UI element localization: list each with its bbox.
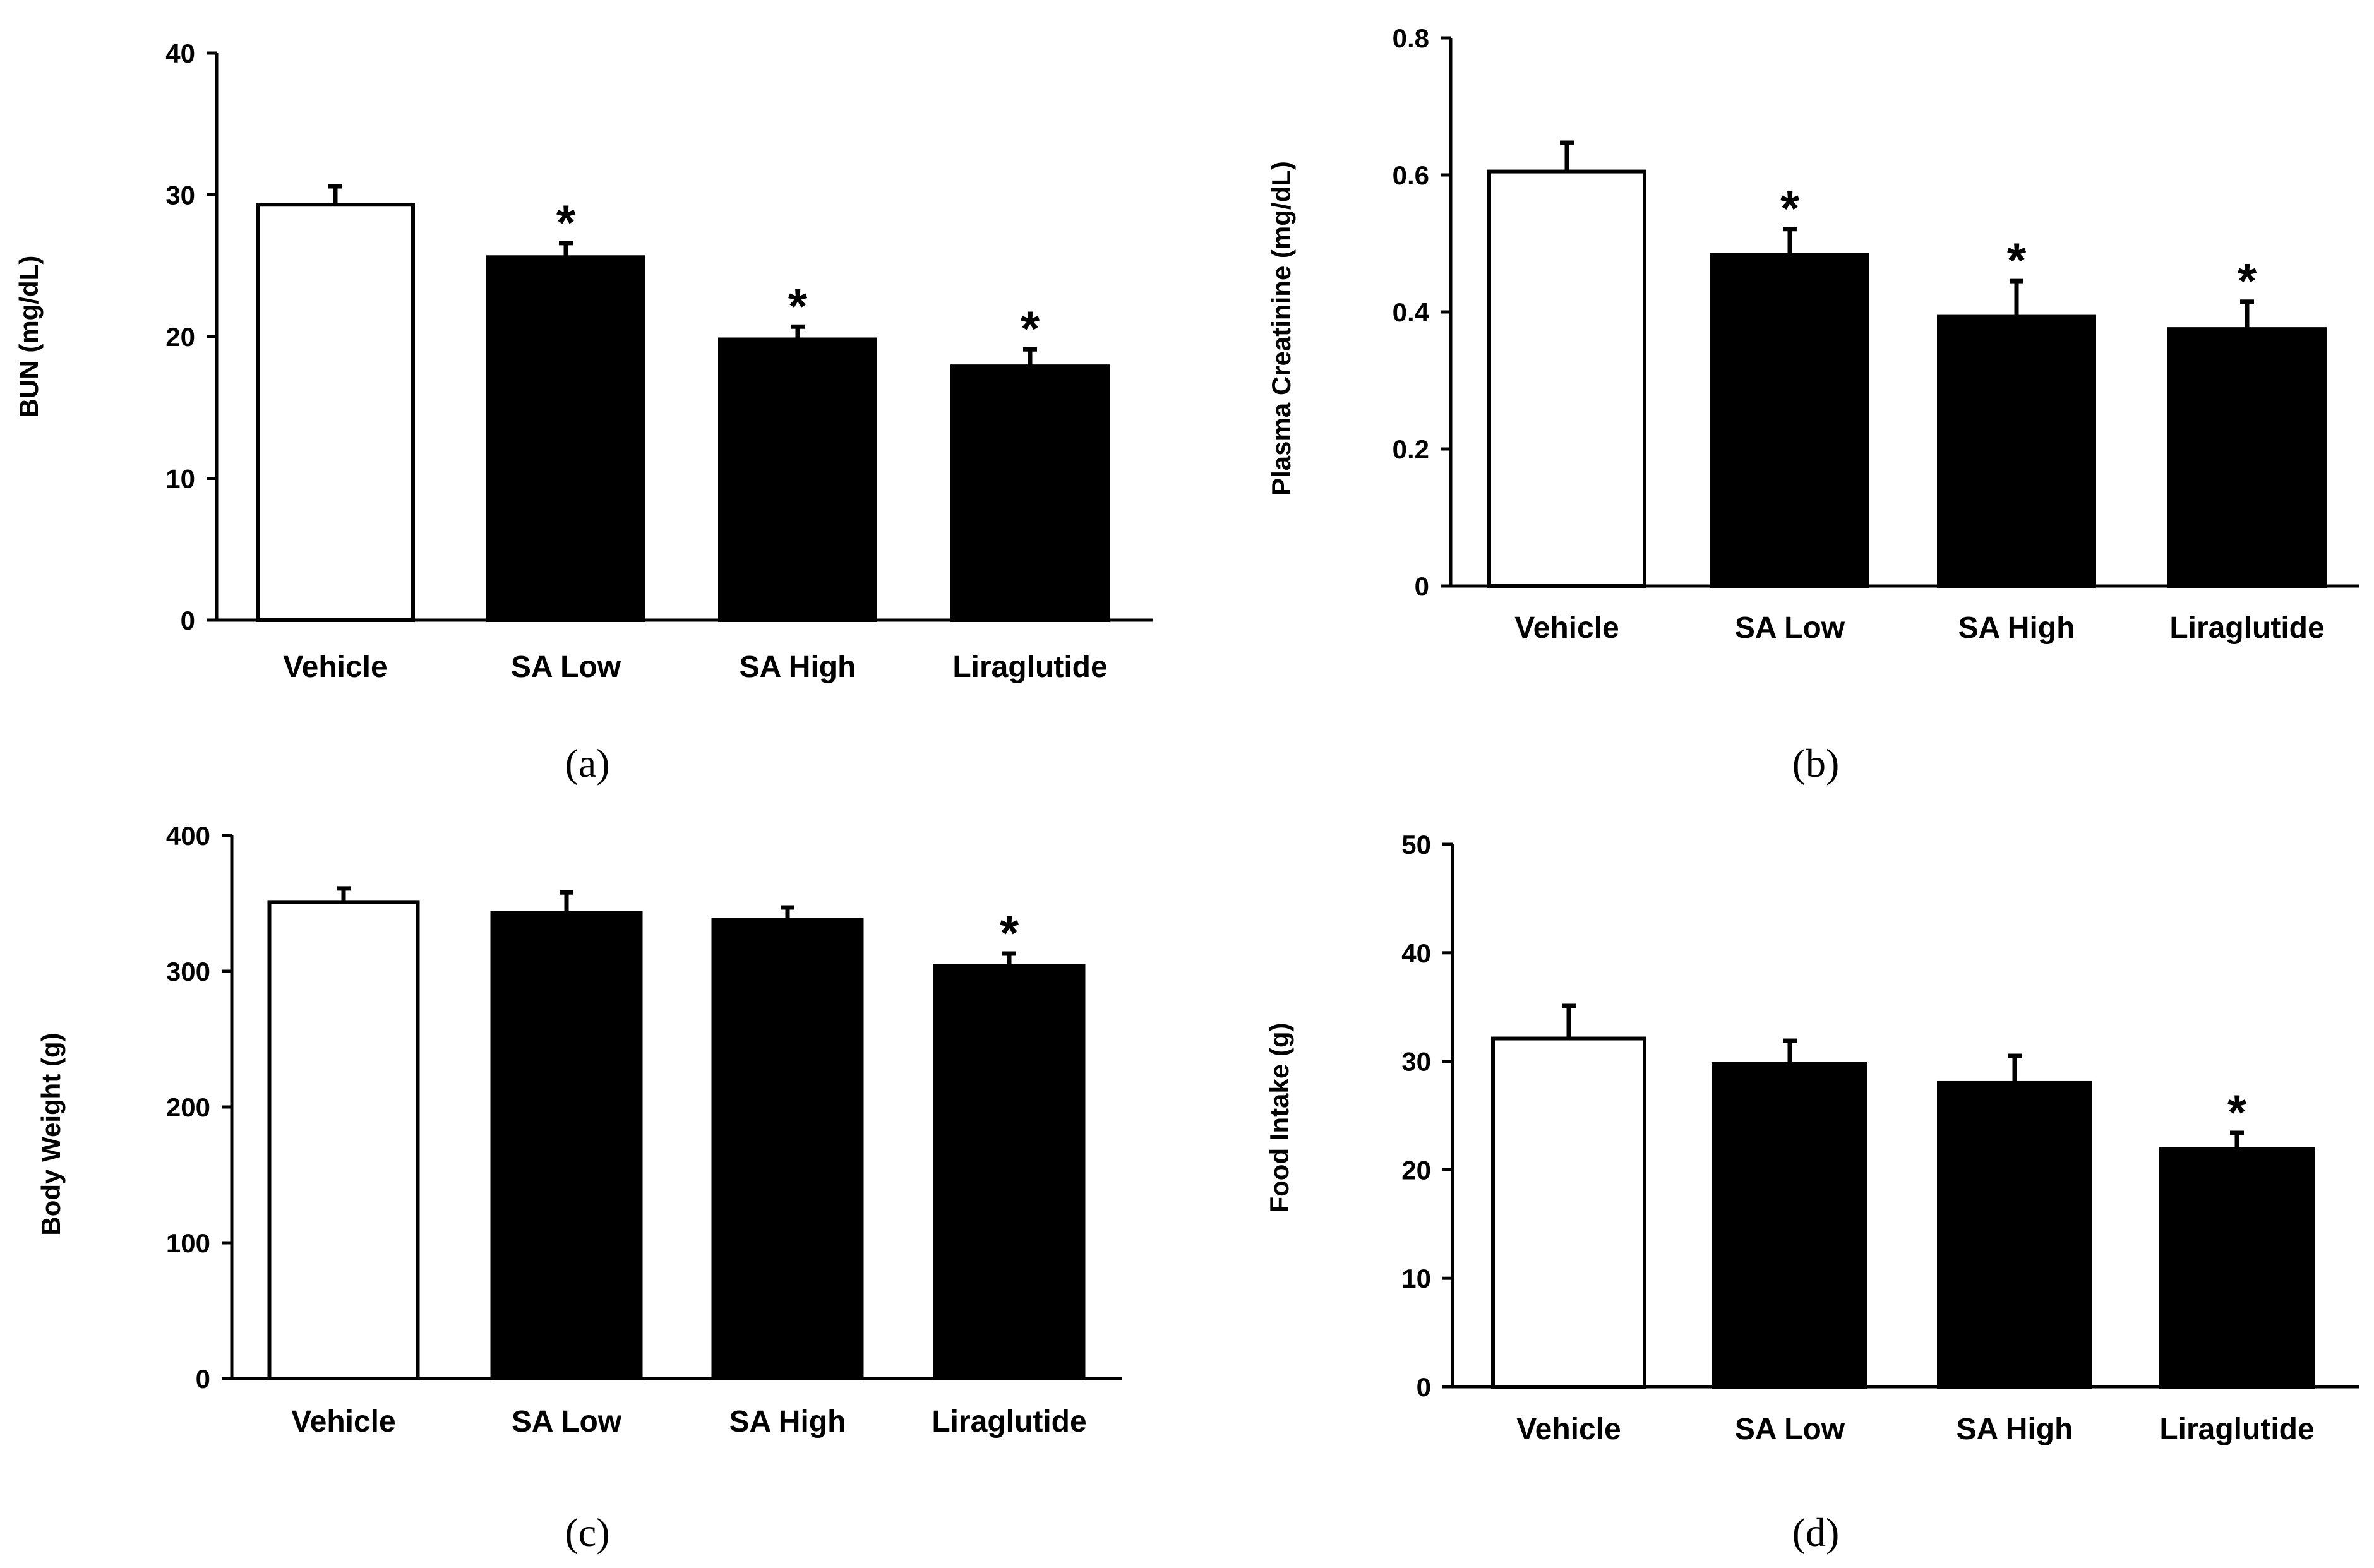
y-tick-label: 0.6 bbox=[1393, 160, 1429, 190]
x-category-label: Liraglutide bbox=[952, 650, 1107, 684]
significance-marker: * bbox=[2238, 253, 2257, 309]
y-tick-label: 10 bbox=[1401, 1264, 1431, 1293]
y-tick-label: 0.4 bbox=[1393, 297, 1430, 327]
bar-sa-low bbox=[490, 911, 643, 1381]
panel-caption: (a) bbox=[565, 741, 609, 786]
x-category-label: Vehicle bbox=[291, 1405, 395, 1439]
significance-marker: * bbox=[788, 278, 808, 333]
bar-vehicle bbox=[1491, 1036, 1646, 1389]
x-category-label: Vehicle bbox=[1514, 611, 1619, 645]
chart-panel-b: * * * 0 0.2 0.4 0.6 0.8 Vehicle SA Low SA High Lira… bbox=[1266, 23, 2359, 786]
y-tick-label: 20 bbox=[165, 322, 195, 352]
bar-sa-low bbox=[1712, 1062, 1867, 1389]
y-tick-label: 0.8 bbox=[1393, 23, 1429, 53]
significance-marker: * bbox=[1000, 905, 1019, 961]
y-tick-label: 400 bbox=[166, 821, 210, 851]
y-tick-label: 30 bbox=[1401, 1047, 1431, 1077]
x-category-label: SA High bbox=[1957, 1413, 2073, 1446]
x-category-label: Liraglutide bbox=[2169, 611, 2324, 645]
y-tick-label: 0 bbox=[1417, 1372, 1431, 1402]
x-category-label: Vehicle bbox=[283, 650, 387, 684]
y-axis-title: Body Weight (g) bbox=[36, 1032, 66, 1235]
bar-liraglutide bbox=[2167, 327, 2327, 588]
y-tick-label: 0.2 bbox=[1393, 434, 1429, 464]
bar-sa-high bbox=[718, 337, 877, 622]
x-category-label: SA High bbox=[1958, 611, 2075, 645]
x-category-label: Liraglutide bbox=[932, 1405, 1086, 1439]
y-axis-title: Plasma Creatinine (mg/dL) bbox=[1266, 161, 1296, 496]
y-tick-label: 40 bbox=[1401, 938, 1431, 968]
bar-liraglutide bbox=[933, 964, 1086, 1380]
significance-marker: * bbox=[556, 195, 576, 250]
bar-vehicle bbox=[1487, 169, 1646, 588]
x-category-label: SA Low bbox=[1735, 1413, 1845, 1446]
x-category-label: SA High bbox=[729, 1405, 846, 1439]
bar-liraglutide bbox=[950, 364, 1110, 623]
bar-sa-high bbox=[711, 918, 864, 1381]
bar-sa-low bbox=[486, 255, 645, 622]
x-category-label: SA Low bbox=[1735, 611, 1845, 645]
bar-sa-low bbox=[1710, 253, 1869, 588]
panel-caption: (b) bbox=[1792, 741, 1840, 786]
y-tick-label: 0 bbox=[196, 1364, 210, 1394]
y-tick-label: 10 bbox=[165, 464, 195, 494]
bar-liraglutide bbox=[2159, 1147, 2315, 1389]
bar-sa-high bbox=[1937, 314, 2096, 588]
bar-sa-high bbox=[1937, 1080, 2092, 1389]
y-tick-label: 0 bbox=[181, 606, 195, 635]
chart-panel-a: * * * 0 10 20 30 40 Vehicle SA Low SA High Liraglut… bbox=[14, 39, 1153, 786]
y-axis-title: Food Intake (g) bbox=[1264, 1023, 1294, 1213]
y-tick-label: 100 bbox=[166, 1228, 210, 1258]
y-tick-label: 0 bbox=[1415, 572, 1429, 601]
bar-vehicle bbox=[267, 900, 420, 1380]
y-tick-label: 30 bbox=[165, 181, 195, 210]
panel-caption: (d) bbox=[1792, 1510, 1840, 1555]
significance-marker: * bbox=[1780, 181, 1800, 236]
x-category-label: Vehicle bbox=[1516, 1413, 1621, 1446]
y-tick-label: 300 bbox=[166, 957, 210, 986]
x-category-label: SA Low bbox=[512, 1405, 622, 1439]
significance-marker: * bbox=[1021, 301, 1040, 356]
x-category-label: SA High bbox=[740, 650, 856, 684]
y-tick-label: 20 bbox=[1401, 1155, 1431, 1185]
x-category-label: SA Low bbox=[511, 650, 621, 684]
y-tick-label: 200 bbox=[166, 1092, 210, 1122]
x-category-label: Liraglutide bbox=[2159, 1413, 2314, 1446]
bar-vehicle bbox=[256, 203, 415, 622]
y-tick-label: 40 bbox=[165, 39, 195, 68]
panel-caption: (c) bbox=[565, 1510, 609, 1555]
significance-marker: * bbox=[2007, 232, 2027, 288]
y-tick-label: 50 bbox=[1401, 830, 1431, 859]
chart-panel-d: * 0 10 20 30 40 50 Vehicle SA Low SA High Liraglut… bbox=[1264, 830, 2359, 1555]
y-axis-title: BUN (mg/dL) bbox=[14, 256, 44, 418]
chart-panel-c: * 0 100 200 300 400 Vehicle SA Low SA High Liragl… bbox=[36, 821, 1122, 1555]
significance-marker: * bbox=[2227, 1084, 2247, 1140]
